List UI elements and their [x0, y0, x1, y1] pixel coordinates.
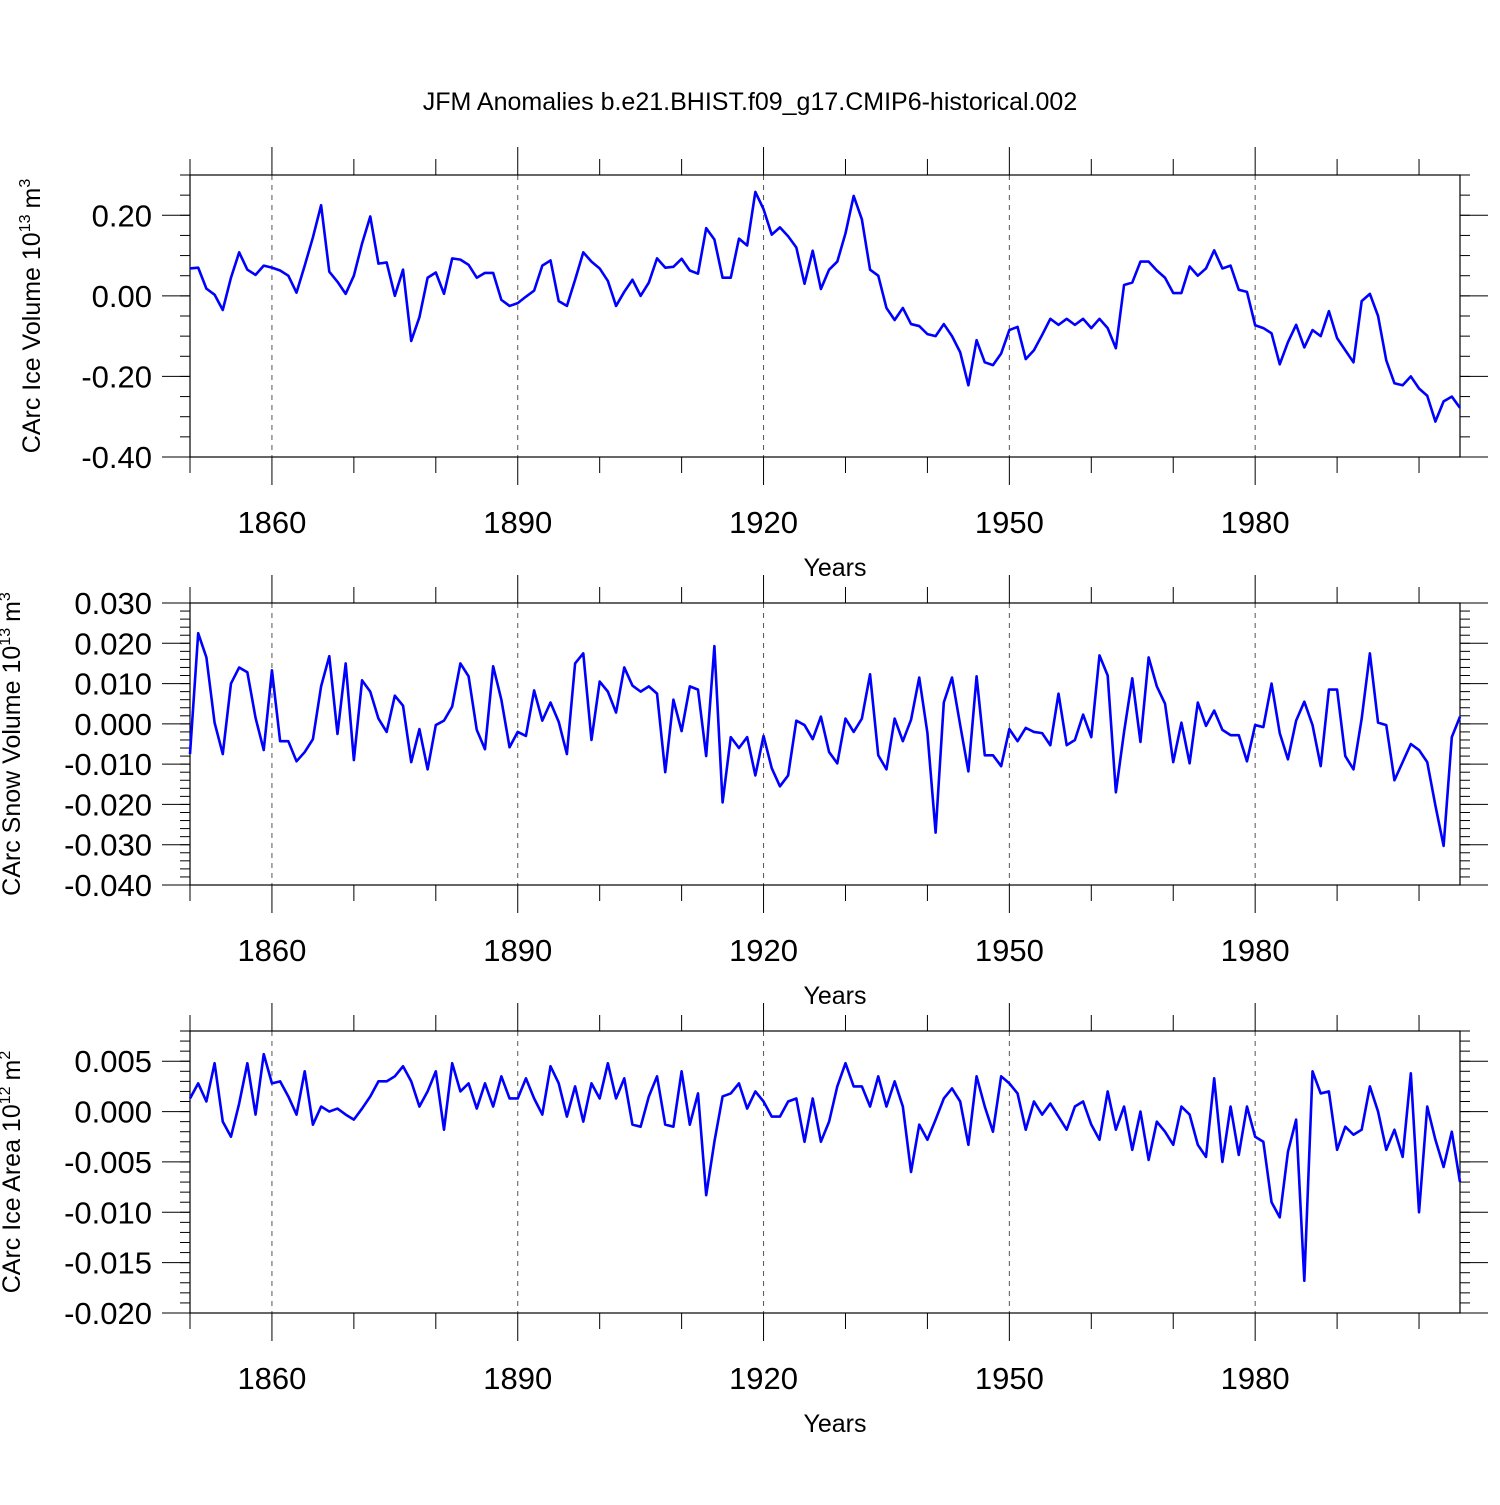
y-axis-label-unit: m	[0, 1060, 26, 1081]
y-axis-label-unit: m	[0, 601, 26, 622]
y-axis-label-text: CArc Ice Area 10	[0, 1104, 26, 1293]
y-tick-label: -0.010	[64, 747, 152, 782]
x-tick-label: 1860	[237, 1361, 306, 1396]
panel-1: 1860 1890 1920 1950 1980 -0.40 -0.20 0.00 0.20 Ye…	[17, 147, 1488, 582]
x-tick-label: 1920	[729, 505, 798, 540]
y-tick-label: -0.030	[64, 828, 152, 863]
y-tick-label: 0.020	[74, 626, 152, 661]
y-tick-label: 0.000	[74, 707, 152, 742]
plot-frame	[189, 602, 1461, 886]
series-line	[188, 631, 1462, 848]
x-tick-label: 1980	[1221, 933, 1290, 968]
x-tick-label: 1860	[237, 933, 306, 968]
x-tick-label: 1860	[237, 505, 306, 540]
y-tick-label: 0.000	[74, 1095, 152, 1130]
y-tick-label: 0.005	[74, 1044, 152, 1079]
y-tick-label: -0.20	[81, 359, 152, 394]
plot-frame	[189, 174, 1461, 458]
y-axis-label-exponent: 13	[17, 214, 34, 232]
x-tick-label: 1950	[975, 505, 1044, 540]
x-tick-label: 1920	[729, 1361, 798, 1396]
y-tick-label: -0.40	[81, 440, 152, 475]
y-axis-label: CArc Snow Volume 1013 m3	[0, 592, 26, 896]
y-tick-label: -0.020	[64, 1296, 152, 1331]
x-tick-label: 1950	[975, 1361, 1044, 1396]
y-tick-label: 0.010	[74, 667, 152, 702]
y-tick-label: 0.030	[74, 586, 152, 621]
y-axis-label-exponent: 12	[0, 1086, 14, 1104]
series-line	[188, 1052, 1462, 1283]
y-axis-label-text: CArc Ice Volume 10	[18, 232, 46, 453]
y-axis-label-exponent: 13	[0, 628, 14, 646]
x-axis-label: Years	[803, 1410, 866, 1438]
y-axis-label-unit: m	[18, 188, 46, 209]
x-tick-label: 1980	[1221, 505, 1290, 540]
y-tick-label: -0.010	[64, 1195, 152, 1230]
y-tick-label: -0.020	[64, 787, 152, 822]
y-tick-label: -0.015	[64, 1246, 152, 1281]
x-tick-label: 1890	[483, 1361, 552, 1396]
series-line	[189, 190, 1462, 423]
x-axis-label: Years	[803, 982, 866, 1010]
y-axis-label: CArc Ice Area 1012 m2	[0, 1051, 26, 1294]
y-axis-label: CArc Ice Volume 1013 m3	[17, 179, 46, 454]
x-axis-label: Years	[803, 554, 866, 582]
chart-panels: 1860 1890 1920 1950 1980 -0.40 -0.20 0.00 0.20 Ye…	[0, 147, 1488, 1438]
x-tick-label: 1980	[1221, 1361, 1290, 1396]
plot-frame	[189, 1030, 1461, 1314]
x-tick-label: 1890	[483, 505, 552, 540]
x-tick-label: 1890	[483, 933, 552, 968]
x-tick-label: 1920	[729, 933, 798, 968]
y-tick-label: 0.20	[92, 198, 152, 233]
y-axis-label-unit-exponent: 2	[0, 1051, 14, 1060]
y-axis-label-text: CArc Snow Volume 10	[0, 646, 26, 896]
chart-title: JFM Anomalies b.e21.BHIST.f09_g17.CMIP6-…	[423, 88, 1077, 116]
x-tick-label: 1950	[975, 933, 1044, 968]
panel-3: 1860 1890 1920 1950 1980 -0.020 -0.015 -0.010 -0…	[0, 1003, 1488, 1438]
y-axis-label-unit-exponent: 3	[17, 179, 34, 188]
y-tick-label: -0.005	[64, 1145, 152, 1180]
panel-2: 1860 1890 1920 1950 1980 -0.040 -0.030 -0.020 -0…	[0, 575, 1488, 1010]
y-tick-label: -0.040	[64, 868, 152, 903]
y-axis-label-unit-exponent: 3	[0, 592, 14, 601]
y-tick-label: 0.00	[92, 279, 152, 314]
